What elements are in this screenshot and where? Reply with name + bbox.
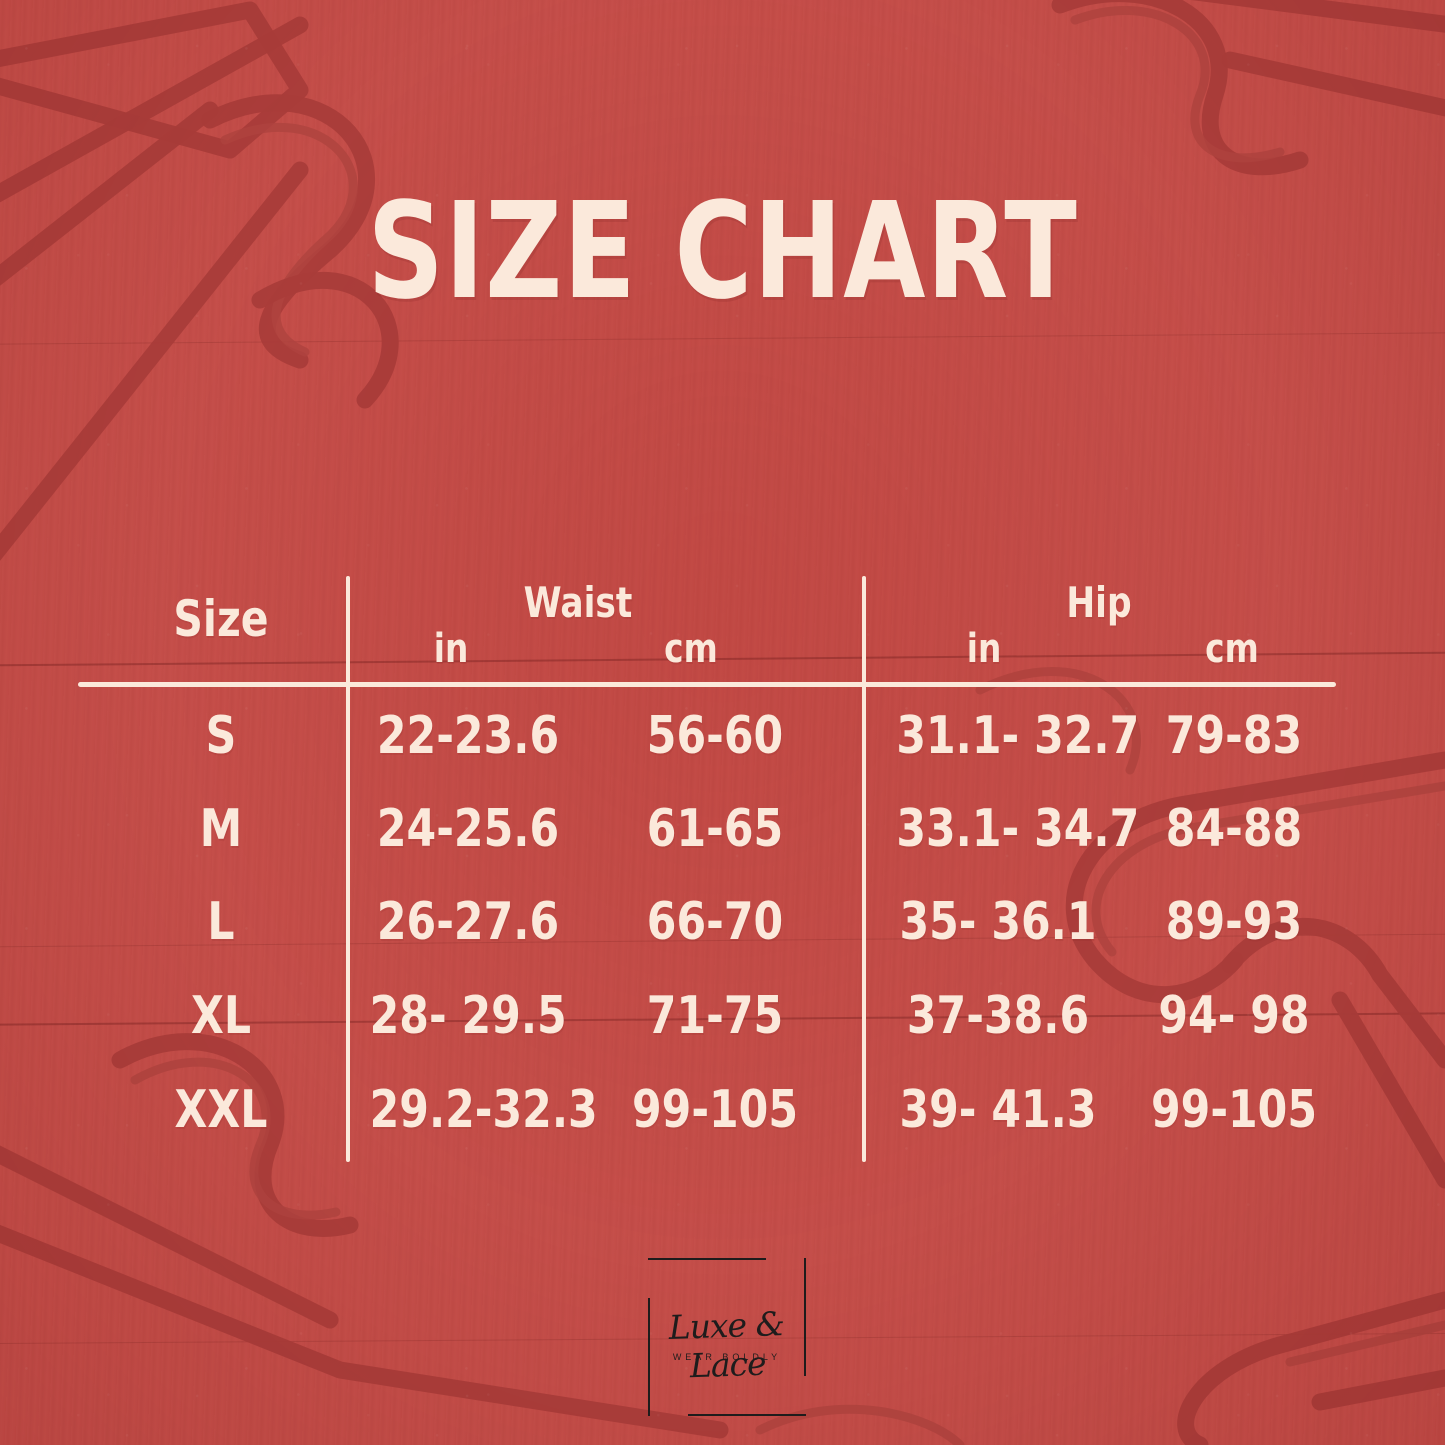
logo-tagline: WEAR BOLDLY xyxy=(672,1352,782,1362)
header-rule xyxy=(78,682,1336,687)
cell-size: XL xyxy=(190,986,252,1046)
header-waist-cm: cm xyxy=(664,626,718,672)
cell-waist-cm: 61-65 xyxy=(646,799,784,859)
header-hip-cm: cm xyxy=(1205,626,1259,672)
column-divider-waist xyxy=(346,576,350,1162)
cell-hip-cm: 94- 98 xyxy=(1158,986,1310,1046)
cell-waist-in: 22-23.6 xyxy=(376,706,560,766)
logo-frame-top xyxy=(648,1258,766,1260)
header-waist-in: in xyxy=(433,626,469,672)
logo-frame-right xyxy=(804,1258,806,1376)
cell-waist-cm: 66-70 xyxy=(646,892,784,952)
header-group-hip: Hip xyxy=(1066,578,1132,627)
cell-waist-in: 24-25.6 xyxy=(376,799,560,859)
cell-size: S xyxy=(205,706,237,766)
cell-size: L xyxy=(207,892,235,952)
cell-hip-in: 37-38.6 xyxy=(906,986,1090,1046)
page-title: SIZE CHART xyxy=(367,175,1078,329)
cell-waist-in: 29.2-32.3 xyxy=(369,1080,598,1140)
cell-hip-in: 33.1- 34.7 xyxy=(896,799,1140,859)
cell-size: M xyxy=(199,799,243,859)
cell-hip-cm: 89-93 xyxy=(1165,892,1303,952)
column-divider-hip xyxy=(862,576,866,1162)
brand-logo: Luxe & Lace WEAR BOLDLY xyxy=(648,1258,806,1416)
cell-waist-in: 28- 29.5 xyxy=(369,986,567,1046)
cell-waist-in: 26-27.6 xyxy=(376,892,560,952)
cell-waist-cm: 56-60 xyxy=(646,706,784,766)
cell-size: XXL xyxy=(174,1080,268,1140)
cell-hip-in: 35- 36.1 xyxy=(899,892,1097,952)
cell-hip-in: 31.1- 32.7 xyxy=(896,706,1140,766)
header-size: Size xyxy=(173,590,269,648)
cell-hip-cm: 79-83 xyxy=(1165,706,1303,766)
cell-hip-in: 39- 41.3 xyxy=(899,1080,1097,1140)
cell-hip-cm: 99-105 xyxy=(1150,1080,1318,1140)
header-group-waist: Waist xyxy=(523,578,633,627)
cell-waist-cm: 99-105 xyxy=(631,1080,799,1140)
logo-frame-bottom xyxy=(688,1414,806,1416)
cell-waist-cm: 71-75 xyxy=(646,986,784,1046)
logo-brand-name: Luxe & Lace xyxy=(668,1304,785,1386)
cell-hip-cm: 84-88 xyxy=(1165,799,1303,859)
header-hip-in: in xyxy=(966,626,1002,672)
logo-frame-left xyxy=(648,1298,650,1416)
logo-frame xyxy=(648,1258,806,1416)
